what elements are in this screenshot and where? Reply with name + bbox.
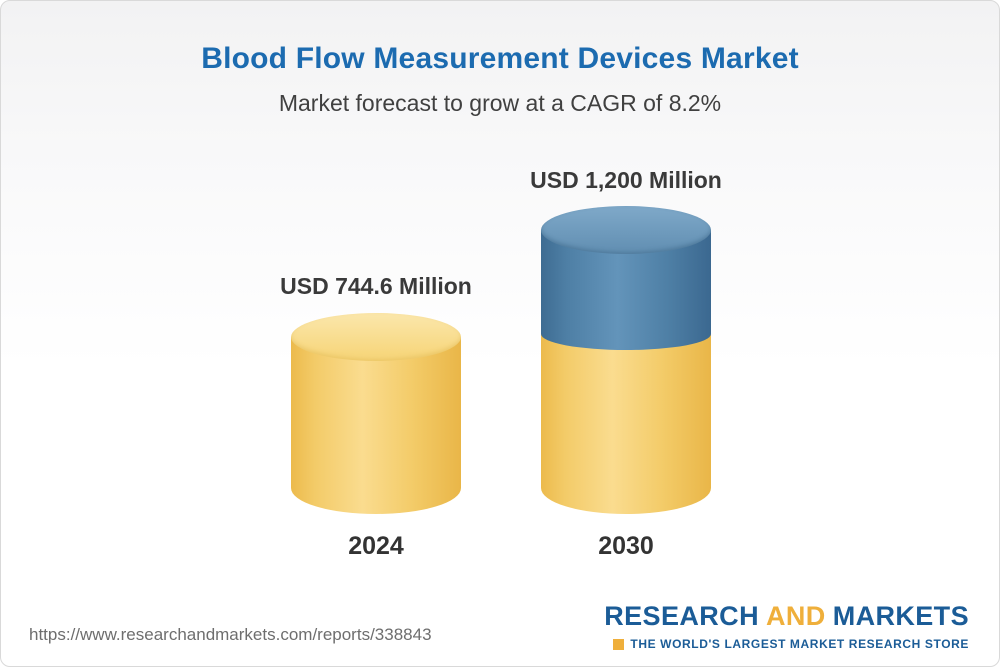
axis-label-2030: 2030 [598, 532, 654, 560]
value-label-2030: USD 1,200 Million [530, 167, 722, 193]
research-and-markets-logo: RESEARCH AND MARKETS THE WORLD'S LARGEST M… [604, 601, 969, 651]
value-label-2024: USD 744.6 Million [280, 273, 472, 299]
bar-2030-cylinder [541, 206, 711, 514]
axis-label-2024: 2024 [348, 532, 404, 560]
logo-accent-square-icon [613, 638, 625, 650]
logo-text-markets: MARKETS [832, 601, 969, 631]
chart-subtitle: Market forecast to grow at a CAGR of 8.2… [278, 90, 722, 116]
logo-tagline: THE WORLD'S LARGEST MARKET RESEARCH STOR… [630, 637, 969, 651]
bar-2030-base-segment [541, 334, 711, 514]
logo-text-research: RESEARCH [604, 601, 759, 631]
bar-2024-body [291, 337, 461, 514]
bar-2024-cap [291, 313, 461, 361]
logo-text-and: AND [765, 601, 826, 631]
logo-wordmark: RESEARCH AND MARKETS [604, 601, 969, 632]
bar-2030-cap [541, 206, 711, 254]
report-url[interactable]: https://www.researchandmarkets.com/repor… [29, 625, 432, 644]
chart-title: Blood Flow Measurement Devices Market [201, 42, 799, 75]
logo-tagline-row: THE WORLD'S LARGEST MARKET RESEARCH STOR… [604, 637, 969, 651]
bar-2024-cylinder [291, 313, 461, 514]
